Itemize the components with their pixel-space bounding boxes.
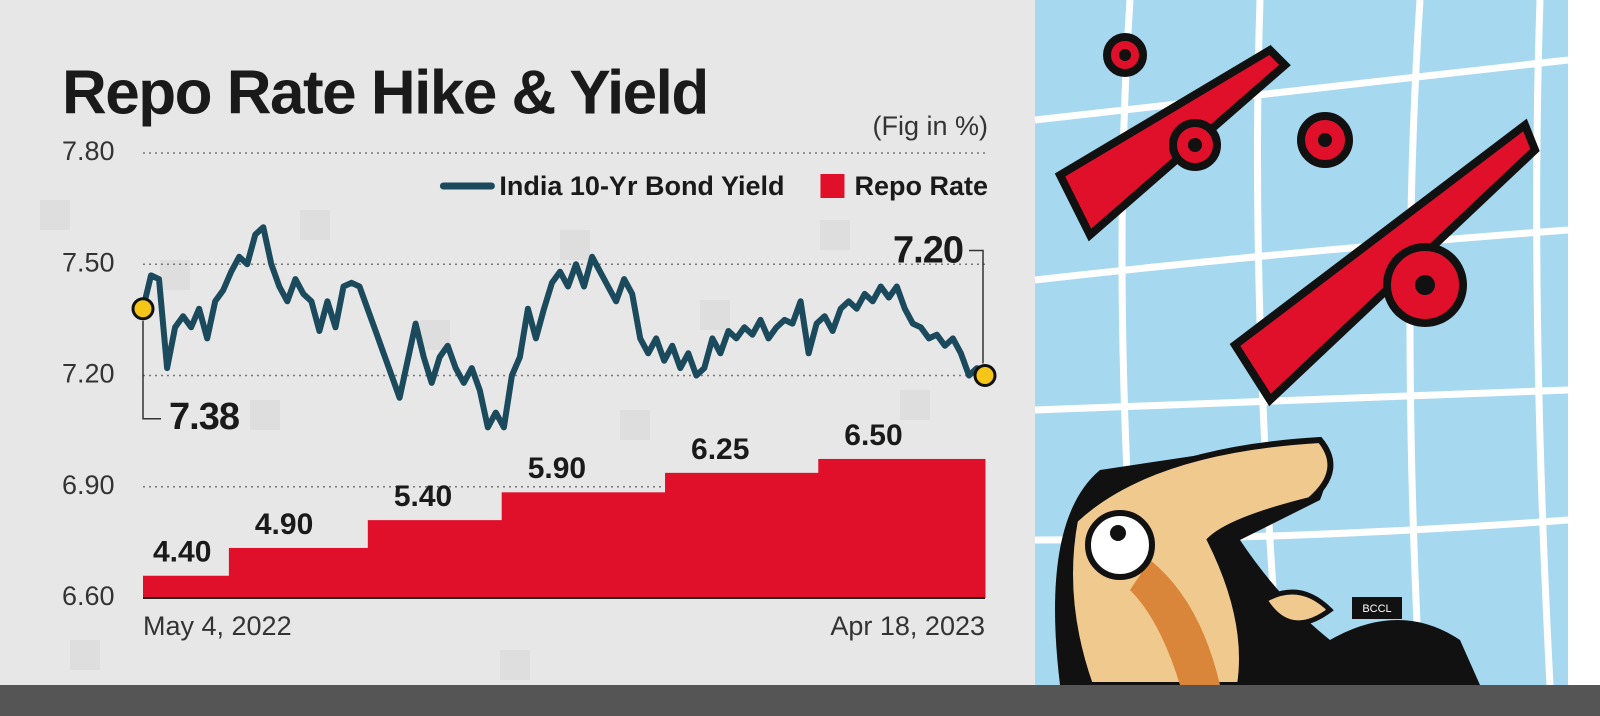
data-label: 6.50 — [844, 419, 902, 452]
background-pattern — [40, 200, 930, 680]
legend-label: Repo Rate — [854, 171, 988, 201]
end-point-marker — [973, 364, 997, 387]
data-label: 5.40 — [394, 480, 452, 513]
repo-step — [367, 520, 503, 598]
annotation-bracket — [969, 249, 984, 364]
data-label: 4.40 — [153, 536, 211, 569]
y-tick-label: 7.20 — [62, 359, 115, 389]
repo-step — [818, 458, 986, 598]
x-tick-label: Apr 18, 2023 — [830, 611, 985, 641]
legend-swatch — [820, 174, 845, 198]
end-point-marker — [131, 297, 155, 321]
y-tick-label: 7.50 — [62, 247, 115, 277]
annotation-bracket — [142, 320, 161, 420]
footer-bar — [0, 685, 1600, 716]
x-tick-label: May 4, 2022 — [143, 611, 292, 641]
plot: 6.60 6.90 7.20 7.50 7.80 May 4, 2022 Apr 18, 2… — [62, 136, 997, 641]
y-tick-label: 7.80 — [62, 136, 115, 166]
data-label: 5.90 — [528, 452, 586, 485]
data-label: 4.90 — [255, 508, 313, 541]
repo-step — [228, 547, 369, 598]
repo-step — [665, 472, 819, 598]
repo-step — [143, 575, 230, 598]
y-tick-label: 6.60 — [62, 581, 115, 611]
repo-step — [501, 492, 666, 598]
data-label: 6.25 — [691, 433, 749, 466]
chart-subtitle: (Fig in %) — [872, 111, 988, 141]
annotation-label: 7.20 — [893, 230, 963, 272]
legend-label: India 10-Yr Bond Yield — [499, 171, 784, 201]
illustration-credit: BCCL — [1362, 603, 1391, 615]
annotation-label: 7.38 — [169, 396, 239, 438]
line-series — [140, 224, 988, 431]
illustration: BCCL — [1034, 0, 1569, 688]
y-tick-label: 6.90 — [62, 470, 115, 500]
chart-title: Repo Rate Hike & Yield — [62, 58, 708, 127]
